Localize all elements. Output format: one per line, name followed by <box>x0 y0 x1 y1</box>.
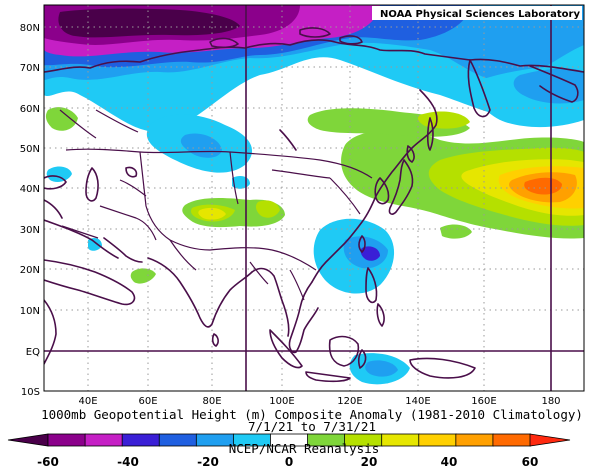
colorbar-label: 0 <box>285 455 293 469</box>
colorbar-arrow-left <box>7 433 49 447</box>
lon-label: 40E <box>78 396 97 407</box>
colorbar-segment <box>158 433 198 447</box>
south-china-darkblue <box>360 246 380 261</box>
lon-label: 100E <box>269 396 294 407</box>
north-pacific-darkblue <box>513 68 584 104</box>
colorbar-arrow-right <box>529 433 571 447</box>
coastlines <box>44 27 584 383</box>
colorbar-segment <box>455 433 494 447</box>
lat-label: 40N <box>20 184 40 195</box>
colorbar-segment <box>492 433 531 447</box>
lat-label: 10N <box>20 306 40 317</box>
arctic-dark-purple <box>58 8 240 38</box>
colorbar-segment <box>47 433 86 447</box>
lat-label: 60N <box>20 104 40 115</box>
plot-frame <box>43 4 585 392</box>
west-cyan-small <box>46 166 72 182</box>
colorbar-label: -40 <box>117 455 139 469</box>
india-cyan-patch <box>88 238 102 251</box>
credit-box <box>372 6 582 20</box>
caption-title: 1000mb Geopotential Height (m) Composite… <box>41 407 583 422</box>
caption-dates: 7/1/21 to 7/31/21 <box>248 419 376 434</box>
lon-label: 140E <box>405 396 430 407</box>
credit-text: NOAA Physical Sciences Laboratory <box>380 9 581 20</box>
lat-label: 50N <box>20 144 40 155</box>
colorbar-label: 20 <box>361 455 378 469</box>
tibet-yellowgreen-east <box>255 200 280 218</box>
east-siberia-green <box>417 111 470 129</box>
colorbar-label: -60 <box>37 455 59 469</box>
colorbar-label: -20 <box>197 455 219 469</box>
lat-labels: 80N 70N 60N 50N 40N 30N 20N 10N EQ 10S <box>20 23 40 398</box>
colorbar <box>7 433 571 447</box>
lat-label: 10S <box>21 387 40 398</box>
indonesia-blue <box>365 360 398 377</box>
colorbar-segment <box>84 433 124 447</box>
lat-label: 30N <box>20 225 40 236</box>
tibet-yellow <box>198 207 226 220</box>
lon-label: 80E <box>202 396 221 407</box>
lon-labels: 40E 60E 80E 100E 120E 140E 160E 180 <box>78 396 560 407</box>
colorbar-label: 40 <box>441 455 458 469</box>
lon-label: 180 <box>541 396 560 407</box>
lat-label: 70N <box>20 63 40 74</box>
lon-label: 160E <box>471 396 496 407</box>
anomaly-fill <box>44 5 584 385</box>
colorbar-label: 60 <box>522 455 539 469</box>
lon-label: 60E <box>138 396 157 407</box>
pacific-positive-deeporange <box>524 177 562 195</box>
west-green <box>45 107 78 131</box>
marker-lines <box>44 5 584 391</box>
pacific-green-patch <box>440 224 472 239</box>
colorbar-segment <box>381 433 420 447</box>
colorbar-segment <box>418 433 457 447</box>
lat-label: 20N <box>20 265 40 276</box>
colorbar-segment <box>121 433 161 447</box>
lat-label: EQ <box>26 347 40 358</box>
colorbar-labels: -60 -40 -20 0 20 40 60 <box>37 455 538 469</box>
lon-label: 120E <box>337 396 362 407</box>
lat-label: 80N <box>20 23 40 34</box>
country-borders <box>59 109 373 301</box>
caption-source: NCEP/NCAR Reanalysis <box>229 441 380 456</box>
arabia-green <box>130 268 156 284</box>
